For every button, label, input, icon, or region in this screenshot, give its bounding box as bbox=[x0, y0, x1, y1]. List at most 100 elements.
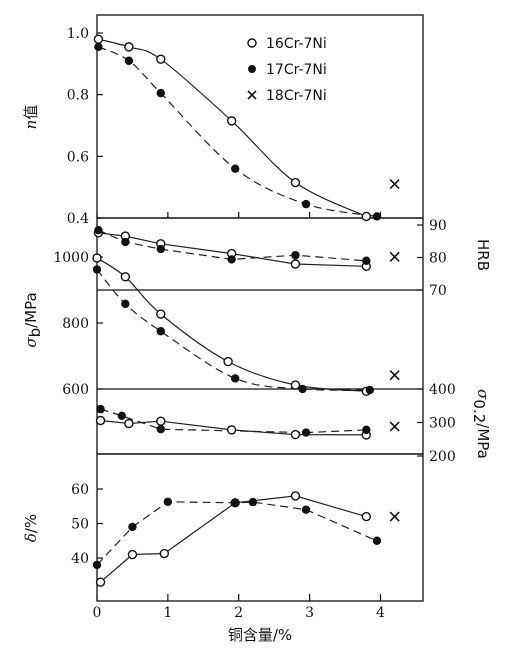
point-sigma-02-17cr-7ni bbox=[362, 425, 371, 435]
y-tick-label-delta: 40 bbox=[71, 551, 89, 567]
point-n-16cr-7ni bbox=[290, 177, 301, 188]
x-tick-label: 0 bbox=[93, 605, 102, 621]
y-tick-label-delta: 50 bbox=[71, 517, 89, 533]
point-sigma-b-16cr-7ni bbox=[92, 253, 102, 263]
point-sigma-b-17cr-7ni bbox=[121, 299, 130, 309]
point-sigma-02-16cr-7ni bbox=[290, 429, 301, 440]
legend-marker-16cr-7ni bbox=[247, 38, 257, 48]
x-tick-label: 2 bbox=[234, 605, 243, 621]
point-n-17cr-7ni bbox=[124, 56, 134, 65]
point-hrb-17cr-7ni bbox=[156, 244, 165, 254]
point-sigma-b-17cr-7ni bbox=[230, 374, 240, 383]
point-hrb-17cr-7ni bbox=[94, 226, 103, 235]
y-tick-label-n: 0.4 bbox=[67, 211, 89, 227]
x-axis-label: 铜含量/% bbox=[228, 626, 292, 644]
point-delta-17cr-7ni bbox=[163, 497, 173, 506]
point-delta-17cr-7ni bbox=[372, 536, 382, 545]
point-delta-17cr-7ni bbox=[248, 497, 258, 507]
y-tick-label-sigma-02: 200 bbox=[429, 449, 456, 465]
y-tick-label-sigma-b: 800 bbox=[62, 316, 89, 332]
point-n-16cr-7ni bbox=[226, 116, 237, 126]
legend-marker-18cr-7ni bbox=[247, 90, 257, 100]
y-axis-label-hrb: HRB bbox=[474, 239, 492, 271]
point-n-17cr-7ni bbox=[156, 88, 165, 98]
legend-label-18cr-7ni: 18Cr-7Ni bbox=[266, 88, 327, 104]
series-line-delta-17cr-7ni bbox=[96, 501, 378, 566]
point-sigma-b-16cr-7ni bbox=[290, 380, 301, 390]
y-tick-label-sigma-b: 600 bbox=[62, 382, 89, 398]
point-delta-17cr-7ni bbox=[230, 498, 240, 507]
panel-frame-bottom bbox=[96, 453, 424, 602]
point-delta-16cr-7ni bbox=[361, 511, 372, 522]
y-tick-label-sigma-02: 300 bbox=[429, 416, 456, 432]
point-n-16cr-7ni bbox=[361, 211, 372, 222]
point-hrb-18cr-7ni bbox=[389, 251, 400, 262]
y-axis-label-sigma-02: σ0.2/MPa bbox=[470, 389, 492, 459]
y-tick-label-n: 1.0 bbox=[67, 26, 89, 42]
point-sigma-02-18cr-7ni bbox=[389, 421, 400, 432]
panel-frame-top bbox=[96, 14, 424, 219]
y-tick-label-n: 0.6 bbox=[67, 149, 89, 165]
point-sigma-b-18cr-7ni bbox=[389, 370, 400, 381]
point-sigma-02-16cr-7ni bbox=[156, 416, 166, 426]
point-delta-16cr-7ni bbox=[95, 577, 106, 587]
x-tick-label: 1 bbox=[163, 605, 172, 621]
point-hrb-17cr-7ni bbox=[362, 256, 371, 265]
point-sigma-02-17cr-7ni bbox=[96, 404, 105, 414]
series-line-sigma-02-17cr-7ni bbox=[100, 408, 367, 434]
y-tick-label-sigma-02: 400 bbox=[429, 382, 456, 398]
point-sigma-02-17cr-7ni bbox=[117, 411, 127, 420]
point-hrb-17cr-7ni bbox=[291, 251, 300, 260]
point-sigma-02-16cr-7ni bbox=[95, 415, 106, 426]
legend-label-17cr-7ni: 17Cr-7Ni bbox=[266, 62, 327, 78]
point-delta-17cr-7ni bbox=[301, 505, 311, 514]
point-n-17cr-7ni bbox=[301, 199, 311, 209]
y-tick-label-hrb: 90 bbox=[429, 218, 447, 234]
point-sigma-b-17cr-7ni bbox=[298, 384, 307, 394]
point-sigma-b-17cr-7ni bbox=[365, 385, 375, 395]
y-tick-label-hrb: 80 bbox=[429, 251, 447, 267]
y-axis-label-delta: δ/% bbox=[22, 514, 40, 542]
series-line-sigma-b-17cr-7ni bbox=[96, 269, 370, 391]
x-tick-label: 4 bbox=[376, 605, 385, 621]
point-n-17cr-7ni bbox=[372, 212, 382, 221]
point-n-18cr-7ni bbox=[389, 179, 400, 190]
point-delta-18cr-7ni bbox=[389, 511, 400, 522]
point-sigma-02-17cr-7ni bbox=[301, 428, 311, 437]
y-axis-label-sigma-b: σb/MPa bbox=[22, 292, 44, 347]
series-line-hrb-17cr-7ni bbox=[98, 229, 367, 262]
series-line-sigma-b-16cr-7ni bbox=[96, 257, 367, 392]
point-sigma-02-17cr-7ni bbox=[156, 425, 165, 434]
point-sigma-b-16cr-7ni bbox=[120, 272, 131, 282]
point-sigma-b-16cr-7ni bbox=[223, 356, 233, 367]
point-sigma-02-16cr-7ni bbox=[124, 418, 134, 429]
point-n-16cr-7ni bbox=[124, 42, 134, 52]
series-line-n-17cr-7ni bbox=[98, 46, 378, 218]
point-sigma-b-17cr-7ni bbox=[156, 327, 165, 336]
point-hrb-17cr-7ni bbox=[121, 237, 130, 247]
point-sigma-02-16cr-7ni bbox=[226, 425, 237, 435]
y-tick-label-n: 0.8 bbox=[67, 88, 89, 104]
panel-frame-middle bbox=[96, 217, 424, 455]
y-axis-label-n: n值 bbox=[22, 105, 40, 130]
point-delta-17cr-7ni bbox=[128, 522, 137, 532]
legend-label-16cr-7ni: 16Cr-7Ni bbox=[266, 36, 327, 52]
x-tick-label: 3 bbox=[305, 605, 314, 621]
y-tick-label-delta: 60 bbox=[71, 482, 89, 498]
point-hrb-16cr-7ni bbox=[290, 259, 301, 269]
point-sigma-b-16cr-7ni bbox=[156, 309, 166, 319]
point-delta-16cr-7ni bbox=[127, 549, 138, 560]
y-tick-label-sigma-b: 1000 bbox=[53, 250, 89, 266]
y-tick-label-hrb: 70 bbox=[429, 283, 447, 299]
point-delta-16cr-7ni bbox=[159, 548, 170, 559]
series-line-delta-16cr-7ni bbox=[100, 495, 367, 583]
point-delta-17cr-7ni bbox=[92, 560, 102, 570]
legend-marker-17cr-7ni bbox=[248, 65, 256, 73]
point-n-16cr-7ni bbox=[93, 34, 104, 44]
point-n-17cr-7ni bbox=[94, 42, 103, 52]
point-sigma-b-17cr-7ni bbox=[92, 265, 102, 274]
legend: 16Cr-7Ni 17Cr-7Ni 18Cr-7Ni bbox=[247, 36, 327, 104]
point-n-16cr-7ni bbox=[156, 54, 166, 64]
point-n-17cr-7ni bbox=[230, 164, 240, 173]
